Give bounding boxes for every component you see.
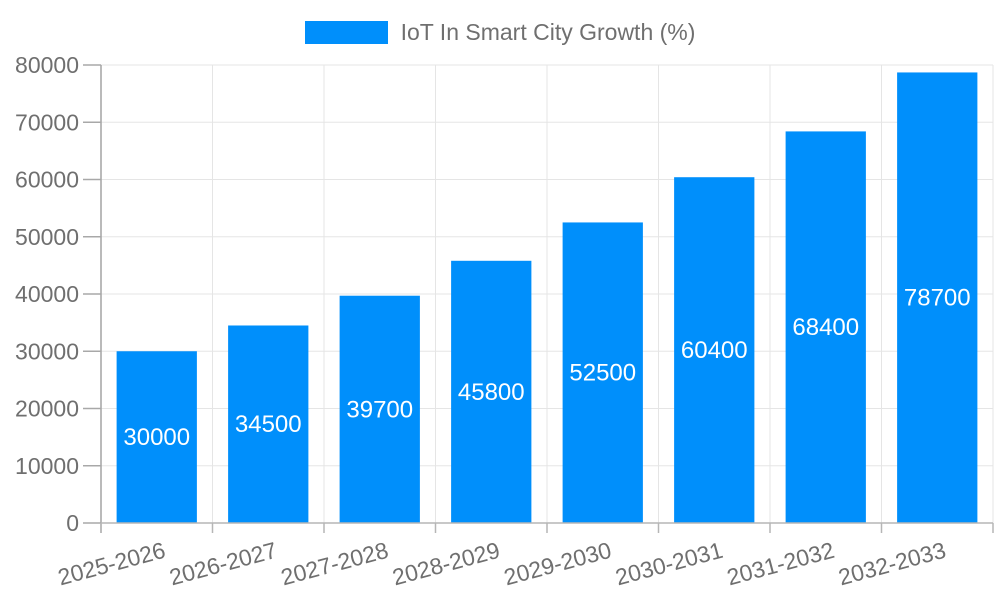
bar-value-label: 60400 — [681, 337, 748, 364]
legend[interactable]: IoT In Smart City Growth (%) — [0, 21, 1000, 44]
bar-2030-2031[interactable] — [674, 177, 755, 523]
y-tick-label: 50000 — [15, 224, 79, 250]
x-tick-label: 2027-2028 — [278, 537, 391, 591]
legend-swatch — [304, 21, 388, 44]
bar-value-label: 30000 — [123, 424, 190, 451]
y-tick-label: 0 — [66, 510, 79, 536]
bar-value-label: 78700 — [904, 285, 971, 312]
y-tick-label: 80000 — [15, 52, 79, 78]
bar-2031-2032[interactable] — [785, 131, 866, 523]
x-tick-label: 2026-2027 — [167, 537, 280, 591]
x-tick-label: 2028-2029 — [390, 537, 503, 591]
bar-2026-2027[interactable] — [228, 325, 309, 523]
bar-value-label: 39700 — [346, 396, 413, 423]
bar-value-label: 68400 — [792, 314, 859, 341]
bar-2032-2033[interactable] — [897, 72, 978, 523]
legend-label: IoT In Smart City Growth (%) — [400, 19, 696, 45]
x-tick-label: 2032-2033 — [836, 537, 949, 591]
x-tick-label: 2031-2032 — [724, 537, 837, 591]
bar-2025-2026[interactable] — [116, 351, 197, 523]
y-tick-label: 30000 — [15, 338, 79, 364]
bar-2029-2030[interactable] — [562, 222, 643, 523]
x-tick-label: 2025-2026 — [55, 537, 168, 591]
bar-value-label: 45800 — [458, 379, 525, 406]
bar-value-label: 52500 — [569, 360, 636, 387]
y-tick-label: 60000 — [15, 167, 79, 193]
bar-2027-2028[interactable] — [339, 295, 420, 523]
x-tick-label: 2030-2031 — [613, 537, 726, 591]
y-tick-label: 10000 — [15, 453, 79, 479]
bar-value-label: 34500 — [235, 411, 302, 438]
bar-2028-2029[interactable] — [451, 260, 532, 523]
y-tick-label: 70000 — [15, 109, 79, 135]
y-tick-label: 20000 — [15, 396, 79, 422]
x-tick-label: 2029-2030 — [501, 537, 614, 591]
y-tick-label: 40000 — [15, 281, 79, 307]
